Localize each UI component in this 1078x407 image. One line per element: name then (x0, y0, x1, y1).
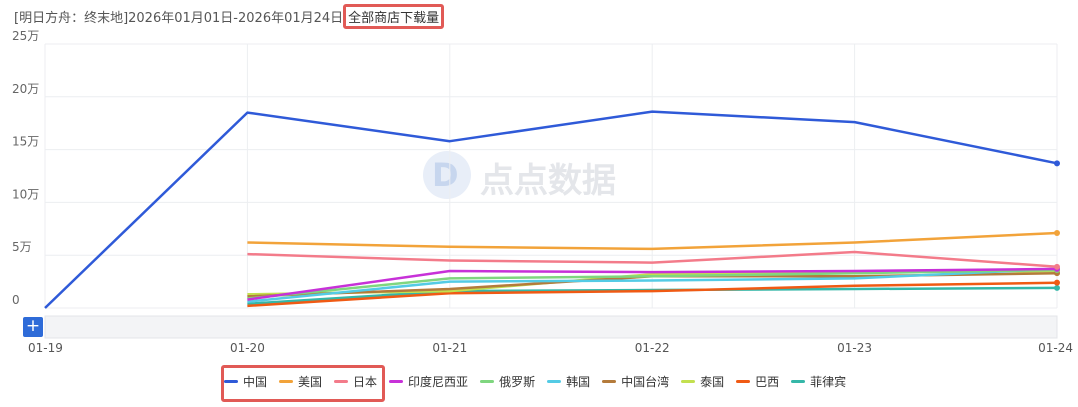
legend-swatch (602, 380, 617, 383)
x-tick-label: 01-24 (1038, 341, 1073, 355)
legend-label: 俄罗斯 (499, 375, 536, 389)
legend-item[interactable]: 巴西 (736, 373, 779, 390)
y-tick-label: 10万 (12, 187, 39, 201)
legend-item[interactable]: 泰国 (681, 373, 724, 390)
x-tick-label: 01-21 (432, 341, 467, 355)
legend-label: 韩国 (566, 375, 591, 389)
legend-item[interactable]: 中国台湾 (602, 373, 669, 390)
legend-label: 巴西 (755, 375, 780, 389)
legend-swatch (736, 380, 751, 383)
legend-swatch (334, 380, 349, 383)
legend-item[interactable]: 中国 (224, 373, 267, 390)
legend-item[interactable]: 韩国 (547, 373, 590, 390)
legend-label: 菲律宾 (810, 375, 847, 389)
y-tick-label: 15万 (12, 135, 39, 149)
series-line (247, 267, 1058, 303)
watermark-logo: D 点点数据 (423, 151, 616, 201)
plus-icon: + (25, 316, 41, 336)
series-end-point (1054, 263, 1060, 270)
x-tick-label: 01-20 (230, 341, 265, 355)
series-line (247, 267, 1058, 301)
legend-item[interactable]: 印度尼西亚 (389, 373, 468, 390)
legend-item[interactable]: 美国 (279, 373, 322, 390)
chart-title-prefix: [明日方舟：终末地]2026年01月01日-2026年01月24日 (14, 11, 344, 26)
x-tick-label: 01-19 (28, 341, 63, 355)
watermark-text: 点点数据 (480, 161, 616, 201)
y-tick-label: 20万 (12, 82, 39, 96)
chart-legend: 中国 美国 日本 印度尼西亚 俄罗斯 韩国 中国台湾 泰国 巴西 菲律宾 (224, 373, 858, 390)
legend-item[interactable]: 俄罗斯 (480, 373, 535, 390)
zoom-in-button[interactable]: + (23, 317, 43, 337)
chart-title-highlight: 全部商店下载量 (343, 4, 445, 29)
y-tick-label: 5万 (12, 240, 32, 254)
y-tick-label: 25万 (12, 29, 39, 43)
series-line (247, 231, 1058, 251)
series-line (44, 110, 1058, 309)
series-end-point (1054, 279, 1060, 286)
legend-item[interactable]: 日本 (334, 373, 377, 390)
legend-swatch (279, 380, 294, 383)
svg-text:D: D (432, 156, 459, 194)
x-tick-label: 01-22 (635, 341, 670, 355)
legend-item[interactable]: 菲律宾 (791, 373, 846, 390)
legend-swatch (224, 380, 238, 383)
legend-label: 中国台湾 (621, 375, 670, 389)
series-line (247, 281, 1058, 308)
zoom-slider-track[interactable] (44, 315, 1058, 339)
x-tick-label: 01-23 (837, 341, 872, 355)
legend-label: 中国 (243, 375, 268, 389)
legend-label: 泰国 (700, 375, 725, 389)
series-end-point (1054, 160, 1060, 167)
y-tick-label: 0 (12, 293, 20, 307)
legend-swatch (547, 380, 562, 383)
legend-label: 印度尼西亚 (408, 375, 469, 389)
legend-swatch (480, 380, 495, 383)
legend-swatch (389, 380, 404, 383)
chart-title: [明日方舟：终末地]2026年01月01日-2026年01月24日 全部商店下载量 (14, 4, 445, 29)
series-end-point (1054, 230, 1060, 237)
legend-label: 日本 (353, 375, 378, 389)
series-line (247, 268, 1058, 300)
legend-swatch (791, 380, 806, 383)
legend-swatch (681, 380, 696, 383)
series-line (247, 250, 1058, 269)
series-end-point (1054, 284, 1060, 291)
legend-label: 美国 (298, 375, 323, 389)
